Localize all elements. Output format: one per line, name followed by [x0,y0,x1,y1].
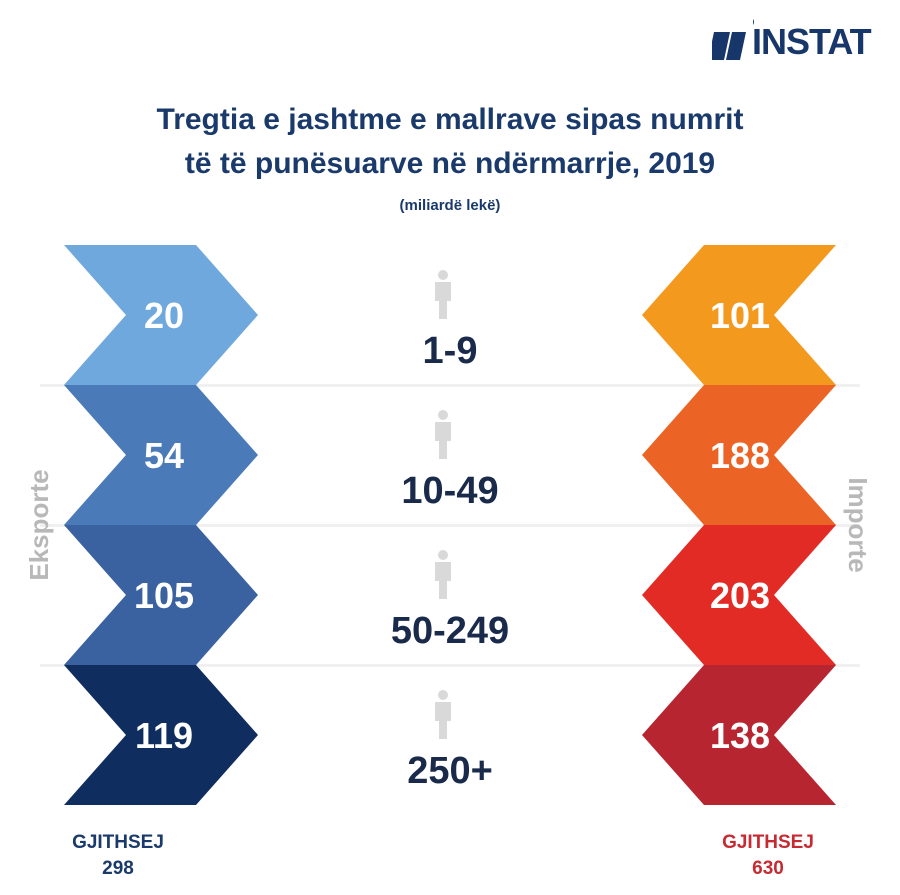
category-label: 50-249 [391,610,509,652]
imports-total: GJITHSEJ 630 [718,830,818,882]
export-chevron [64,665,258,805]
imports-total-value: 630 [752,858,784,879]
row-separator [40,664,860,667]
title-line-2: të të punësuarve në ndërmarrje, 2019 [184,147,716,180]
import-chevron [642,665,836,805]
export-value-label: 105 [134,575,194,616]
import-value-label: 203 [710,575,770,616]
export-value-label: 54 [144,435,184,476]
row-separator [40,384,860,387]
row-separator [40,524,860,527]
imports-total-label: GJITHSEJ [722,832,814,853]
logo-text: INSTAT [752,21,872,62]
import-chevron [642,525,836,665]
instat-logo: INSTAT [712,18,882,66]
export-value-label: 119 [135,715,193,756]
person-icon [435,690,451,739]
export-chevron [64,385,258,525]
import-value-label: 101 [710,295,770,336]
exports-total-label: GJITHSEJ [72,832,164,853]
exports-side-label: Eksporte [24,469,54,581]
import-value-label: 188 [710,435,770,476]
exports-total-value: 298 [102,858,134,879]
import-value-label: 138 [710,715,770,756]
exports-total: GJITHSEJ 298 [68,830,168,882]
subtitle: (miliardë lekë) [399,197,501,214]
imports-side-label: Importe [843,477,873,573]
logo-mark-icon [712,19,754,60]
export-value-label: 20 [144,295,184,336]
import-chevron [642,245,836,385]
person-icon [435,550,451,599]
category-label: 250+ [407,750,493,792]
import-chevron [642,385,836,525]
page-title: Tregtia e jashtme e mallrave sipas numri… [0,98,900,186]
person-icon [435,270,451,319]
person-icon [435,410,451,459]
category-label: 10-49 [401,470,498,512]
export-chevron [64,525,258,665]
export-chevron [64,245,258,385]
title-line-1: Tregtia e jashtme e mallrave sipas numri… [156,103,744,136]
category-label: 1-9 [423,330,478,372]
